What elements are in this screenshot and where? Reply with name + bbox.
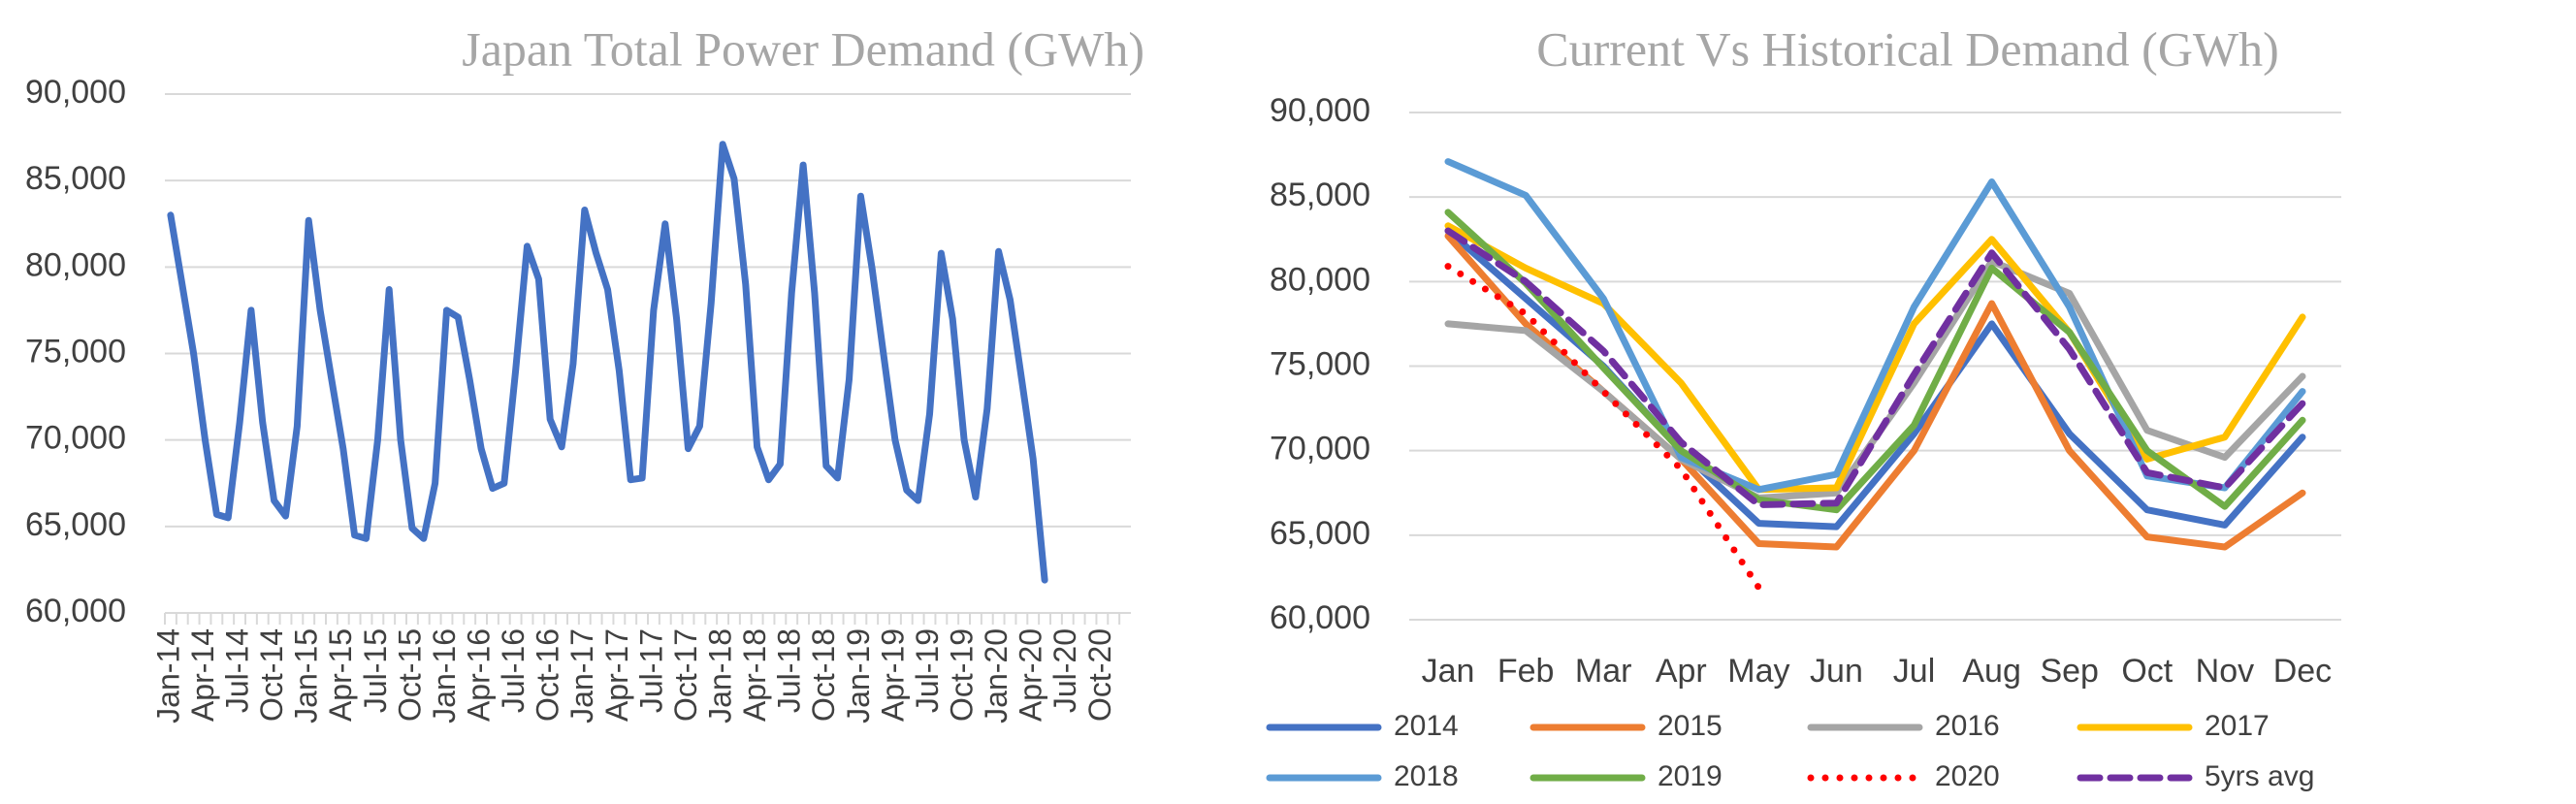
data-line — [167, 141, 1048, 584]
data-line — [1444, 227, 2306, 508]
x-tick-label: Nov — [2196, 653, 2254, 690]
x-tick-label: Jul-17 — [633, 628, 668, 713]
data-line — [1444, 222, 2306, 494]
x-tick-label: Oct-19 — [945, 628, 980, 722]
y-tick-label: 90,000 — [25, 74, 126, 111]
x-tick-label: Jan-16 — [427, 628, 462, 724]
y-tick-label: 85,000 — [1270, 177, 1370, 213]
y-tick-label: 60,000 — [25, 593, 126, 629]
legend-label: 2018 — [1394, 760, 1459, 792]
x-tick-label: Jul-20 — [1047, 628, 1082, 713]
chart: Current Vs Historical Demand (GWh) 60,000… — [1266, 21, 2341, 792]
x-tick-label: Oct-16 — [531, 628, 565, 722]
x-tick-label: Jul-18 — [772, 628, 807, 713]
x-tick-label: Jan-19 — [841, 628, 876, 724]
x-tick-label: Jun — [1810, 653, 1863, 690]
y-tick-label: 75,000 — [1270, 345, 1370, 382]
x-tick-label: Oct-18 — [806, 628, 841, 722]
x-tick-label: Jan-20 — [979, 628, 1014, 724]
legend-label: 2019 — [1658, 760, 1723, 792]
y-tick-label: 80,000 — [25, 246, 126, 283]
x-tick-label: Apr-14 — [185, 628, 220, 722]
x-tick-label: Oct-15 — [392, 628, 427, 722]
data-line — [1444, 209, 2306, 514]
x-tick-label: Apr-18 — [737, 628, 772, 722]
legend-label: 2017 — [2205, 710, 2270, 742]
x-tick-label: Jan — [1422, 653, 1475, 690]
x-tick-label: May — [1727, 653, 1789, 690]
y-tick-label: 85,000 — [25, 160, 126, 197]
y-tick-label: 90,000 — [1270, 92, 1370, 129]
y-tick-label: 65,000 — [1270, 515, 1370, 552]
x-tick-label: Oct-14 — [254, 628, 289, 722]
y-tick-label: 60,000 — [1270, 599, 1370, 636]
legend-label: 2020 — [1935, 760, 2000, 792]
x-tick-label: Oct-20 — [1082, 628, 1117, 722]
legend-label: 2015 — [1658, 710, 1723, 742]
data-line — [1444, 257, 2306, 501]
x-tick-label: Apr-16 — [462, 628, 497, 722]
y-tick-label: 75,000 — [25, 333, 126, 370]
x-tick-label: Aug — [1962, 653, 2021, 690]
x-tick-label: Apr-20 — [1014, 628, 1048, 722]
x-tick-label: Apr — [1656, 653, 1707, 690]
x-tick-label: Jul — [1893, 653, 1935, 690]
x-tick-label: Jul-16 — [496, 628, 531, 713]
x-tick-label: Jul-14 — [220, 628, 255, 713]
x-tick-label: Oct-17 — [668, 628, 703, 722]
x-tick-label: Apr-19 — [875, 628, 910, 722]
x-tick-label: Apr-17 — [599, 628, 634, 722]
legend-label: 2014 — [1394, 710, 1459, 742]
legend-label: 2016 — [1935, 710, 2000, 742]
x-tick-label: Dec — [2273, 653, 2332, 690]
x-tick-label: Feb — [1497, 653, 1555, 690]
x-tick-label: Jan-15 — [289, 628, 324, 724]
x-tick-label: Jan-18 — [703, 628, 738, 724]
legend-label: 5yrs avg — [2205, 760, 2314, 792]
y-tick-label: 70,000 — [1270, 431, 1370, 467]
chart-title: Current Vs Historical Demand (GWh) — [1536, 21, 2279, 76]
x-tick-label: Apr-15 — [323, 628, 358, 722]
x-tick-label: Mar — [1575, 653, 1632, 690]
chart: Japan Total Power Demand (GWh) 60,000 65,0… — [25, 21, 1144, 723]
x-tick-label: Oct — [2121, 653, 2173, 690]
x-tick-label: Jul-19 — [910, 628, 945, 713]
y-tick-label: 65,000 — [25, 506, 126, 543]
x-tick-label: Jul-15 — [358, 628, 393, 713]
y-tick-label: 80,000 — [1270, 261, 1370, 298]
x-tick-label: Jan-17 — [564, 628, 599, 724]
data-line — [1444, 263, 1762, 592]
chart-title: Japan Total Power Demand (GWh) — [462, 21, 1144, 76]
x-tick-label: Jan-14 — [150, 628, 185, 724]
x-tick-label: Sep — [2040, 653, 2099, 690]
y-tick-label: 70,000 — [25, 420, 126, 457]
